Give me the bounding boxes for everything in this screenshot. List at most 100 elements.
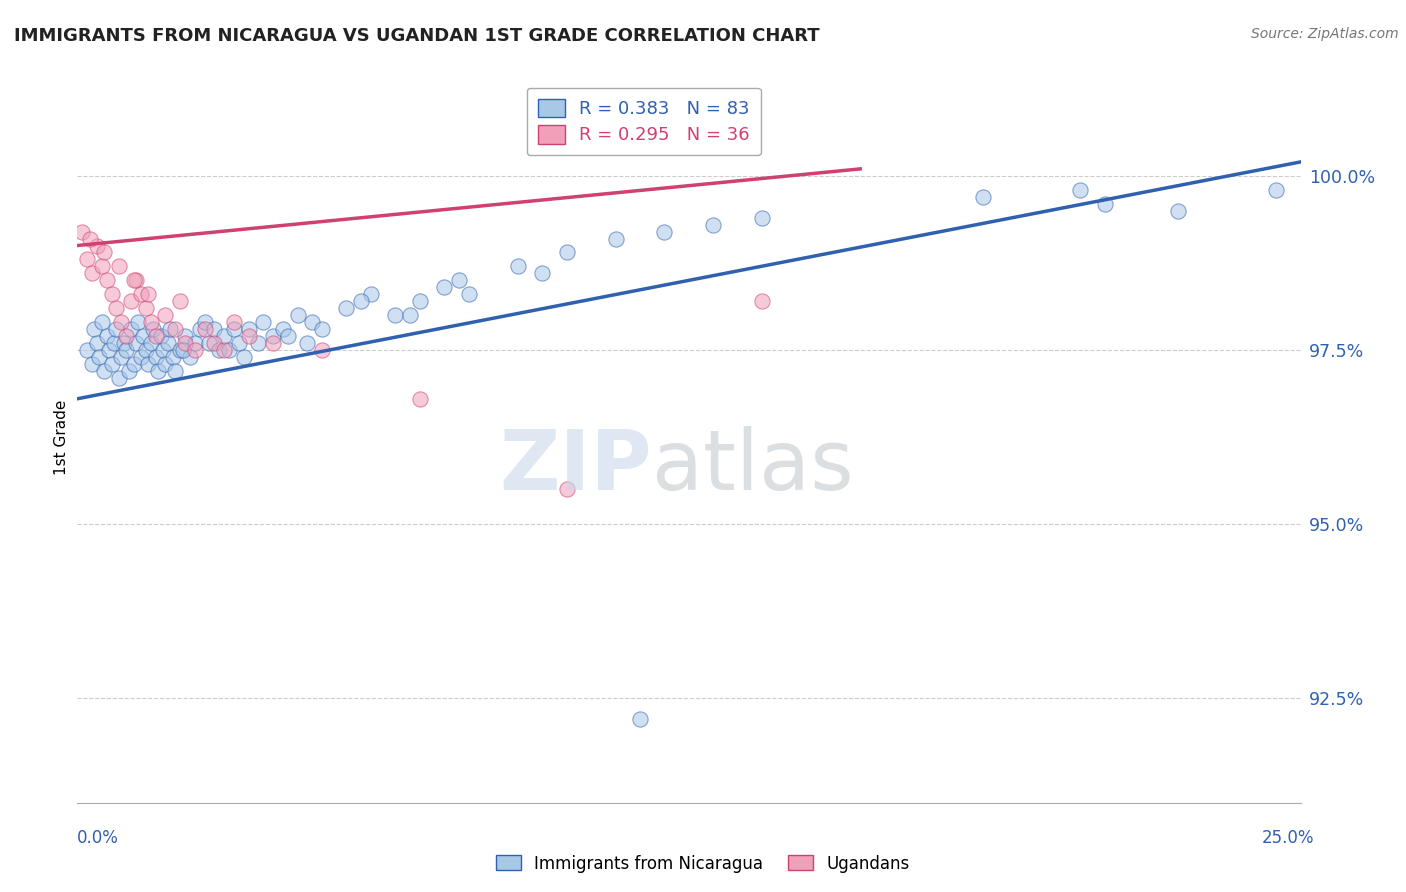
Point <box>156 336 179 351</box>
Text: IMMIGRANTS FROM NICARAGUA VS UGANDAN 1ST GRADE CORRELATION CHART: IMMIGRANTS FROM NICARAGUA VS UGANDAN 1ST… <box>14 27 820 45</box>
Point <box>184 343 207 357</box>
Point <box>93 245 115 260</box>
Point <box>110 350 132 364</box>
Point <box>247 336 270 351</box>
Text: ZIP: ZIP <box>499 425 652 507</box>
Point <box>89 350 111 364</box>
Point <box>136 357 159 371</box>
Point <box>193 315 215 329</box>
Point <box>76 343 98 357</box>
Point <box>555 483 578 497</box>
Point <box>80 357 103 371</box>
Point <box>212 329 235 343</box>
Point <box>433 280 456 294</box>
Point <box>172 343 194 357</box>
Point <box>174 336 197 351</box>
Point <box>399 308 422 322</box>
Point <box>115 329 138 343</box>
Point <box>90 260 112 274</box>
Point <box>208 343 231 357</box>
Point <box>115 343 138 357</box>
Point <box>457 287 479 301</box>
Point <box>751 211 773 225</box>
Point <box>125 336 148 351</box>
Point <box>1094 196 1116 211</box>
Point <box>149 329 172 343</box>
Point <box>409 294 432 309</box>
Point <box>145 350 167 364</box>
Point <box>122 357 145 371</box>
Point <box>232 350 254 364</box>
Point <box>76 252 98 267</box>
Text: 25.0%: 25.0% <box>1263 829 1315 847</box>
Point <box>184 336 207 351</box>
Point <box>238 322 260 336</box>
Point <box>271 322 294 336</box>
Point <box>100 357 122 371</box>
Point <box>125 273 148 287</box>
Point <box>350 294 373 309</box>
Point <box>238 329 260 343</box>
Point <box>555 245 578 260</box>
Point <box>360 287 382 301</box>
Point <box>262 329 284 343</box>
Legend: R = 0.383   N = 83, R = 0.295   N = 36: R = 0.383 N = 83, R = 0.295 N = 36 <box>527 87 761 155</box>
Point <box>169 343 191 357</box>
Point <box>1069 183 1091 197</box>
Point <box>129 287 152 301</box>
Point <box>108 260 131 274</box>
Point <box>103 336 125 351</box>
Point <box>93 364 115 378</box>
Point <box>146 364 169 378</box>
Point <box>86 238 108 252</box>
Y-axis label: 1st Grade: 1st Grade <box>53 400 69 475</box>
Point <box>132 329 155 343</box>
Point <box>277 329 299 343</box>
Point <box>96 329 118 343</box>
Point <box>135 301 157 316</box>
Point <box>252 315 274 329</box>
Point <box>972 190 994 204</box>
Point <box>311 343 333 357</box>
Point <box>122 273 145 287</box>
Point <box>222 315 245 329</box>
Point <box>83 322 105 336</box>
Point <box>159 322 181 336</box>
Point <box>506 260 529 274</box>
Point <box>311 322 333 336</box>
Point <box>110 315 132 329</box>
Point <box>193 322 215 336</box>
Point <box>202 336 225 351</box>
Point <box>335 301 357 316</box>
Point <box>142 322 165 336</box>
Legend: Immigrants from Nicaragua, Ugandans: Immigrants from Nicaragua, Ugandans <box>489 848 917 880</box>
Point <box>145 329 167 343</box>
Point <box>80 266 103 280</box>
Point <box>179 350 201 364</box>
Point <box>447 273 470 287</box>
Point <box>228 336 250 351</box>
Point <box>301 315 323 329</box>
Point <box>96 273 118 287</box>
Point <box>127 315 149 329</box>
Point <box>198 336 221 351</box>
Point <box>165 322 187 336</box>
Point <box>155 357 177 371</box>
Point <box>1265 183 1288 197</box>
Point <box>79 231 101 245</box>
Point <box>118 364 141 378</box>
Point <box>169 294 191 309</box>
Point <box>139 336 162 351</box>
Point <box>188 322 211 336</box>
Point <box>155 308 177 322</box>
Point <box>297 336 319 351</box>
Point <box>86 336 108 351</box>
Point <box>98 343 121 357</box>
Point <box>70 225 93 239</box>
Point <box>287 308 309 322</box>
Point <box>135 343 157 357</box>
Point <box>654 225 676 239</box>
Point <box>90 315 112 329</box>
Point <box>1167 203 1189 218</box>
Point <box>202 322 225 336</box>
